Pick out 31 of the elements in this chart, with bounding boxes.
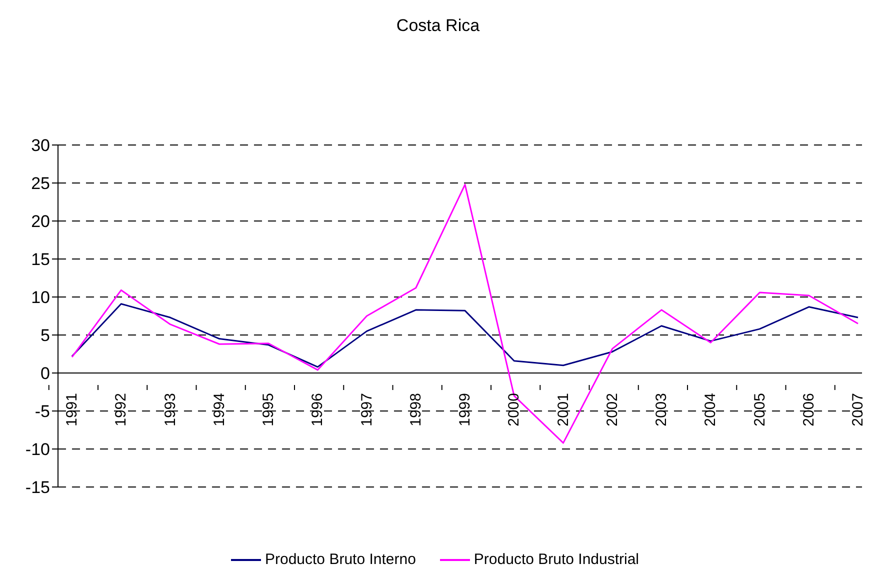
x-tick-label: 1993 [162, 393, 179, 426]
y-tick-label: 0 [40, 364, 50, 384]
x-tick-label: 2003 [653, 393, 670, 426]
y-tick-label: -10 [25, 440, 50, 460]
line-series [71, 303, 859, 368]
y-tick-label: 10 [31, 288, 50, 308]
y-tick-label: 15 [31, 250, 50, 270]
x-tick-label: 1996 [309, 393, 326, 426]
x-tick-label: 2005 [751, 393, 768, 426]
x-tick-label: 1994 [210, 393, 228, 426]
x-tick-label: 1999 [456, 393, 474, 426]
x-tick-label: 2001 [554, 393, 572, 426]
legend-label: Producto Bruto Industrial [474, 551, 640, 568]
x-tick-label: 1992 [112, 393, 130, 426]
x-tick-label: 2007 [850, 393, 866, 426]
x-tick-label: 2006 [800, 393, 818, 426]
x-tick-label: 1991 [64, 393, 80, 426]
y-tick-label: -15 [25, 478, 50, 498]
y-tick-label: 25 [31, 174, 50, 194]
x-tick-label: 2000 [506, 393, 523, 426]
legend-label: Producto Bruto Interno [264, 551, 416, 568]
x-tick-label: 1998 [407, 393, 424, 426]
x-tick-label: 1995 [260, 393, 277, 426]
y-tick-label: 30 [31, 136, 50, 156]
y-tick-label: 5 [40, 326, 50, 346]
chart-title: Costa Rica [395, 16, 481, 36]
y-tick-label: -5 [34, 402, 50, 422]
y-tick-label: 20 [31, 212, 50, 232]
x-tick-label: 2004 [702, 393, 720, 426]
x-tick-label: 1997 [358, 393, 376, 426]
x-tick-label: 2002 [604, 393, 621, 426]
